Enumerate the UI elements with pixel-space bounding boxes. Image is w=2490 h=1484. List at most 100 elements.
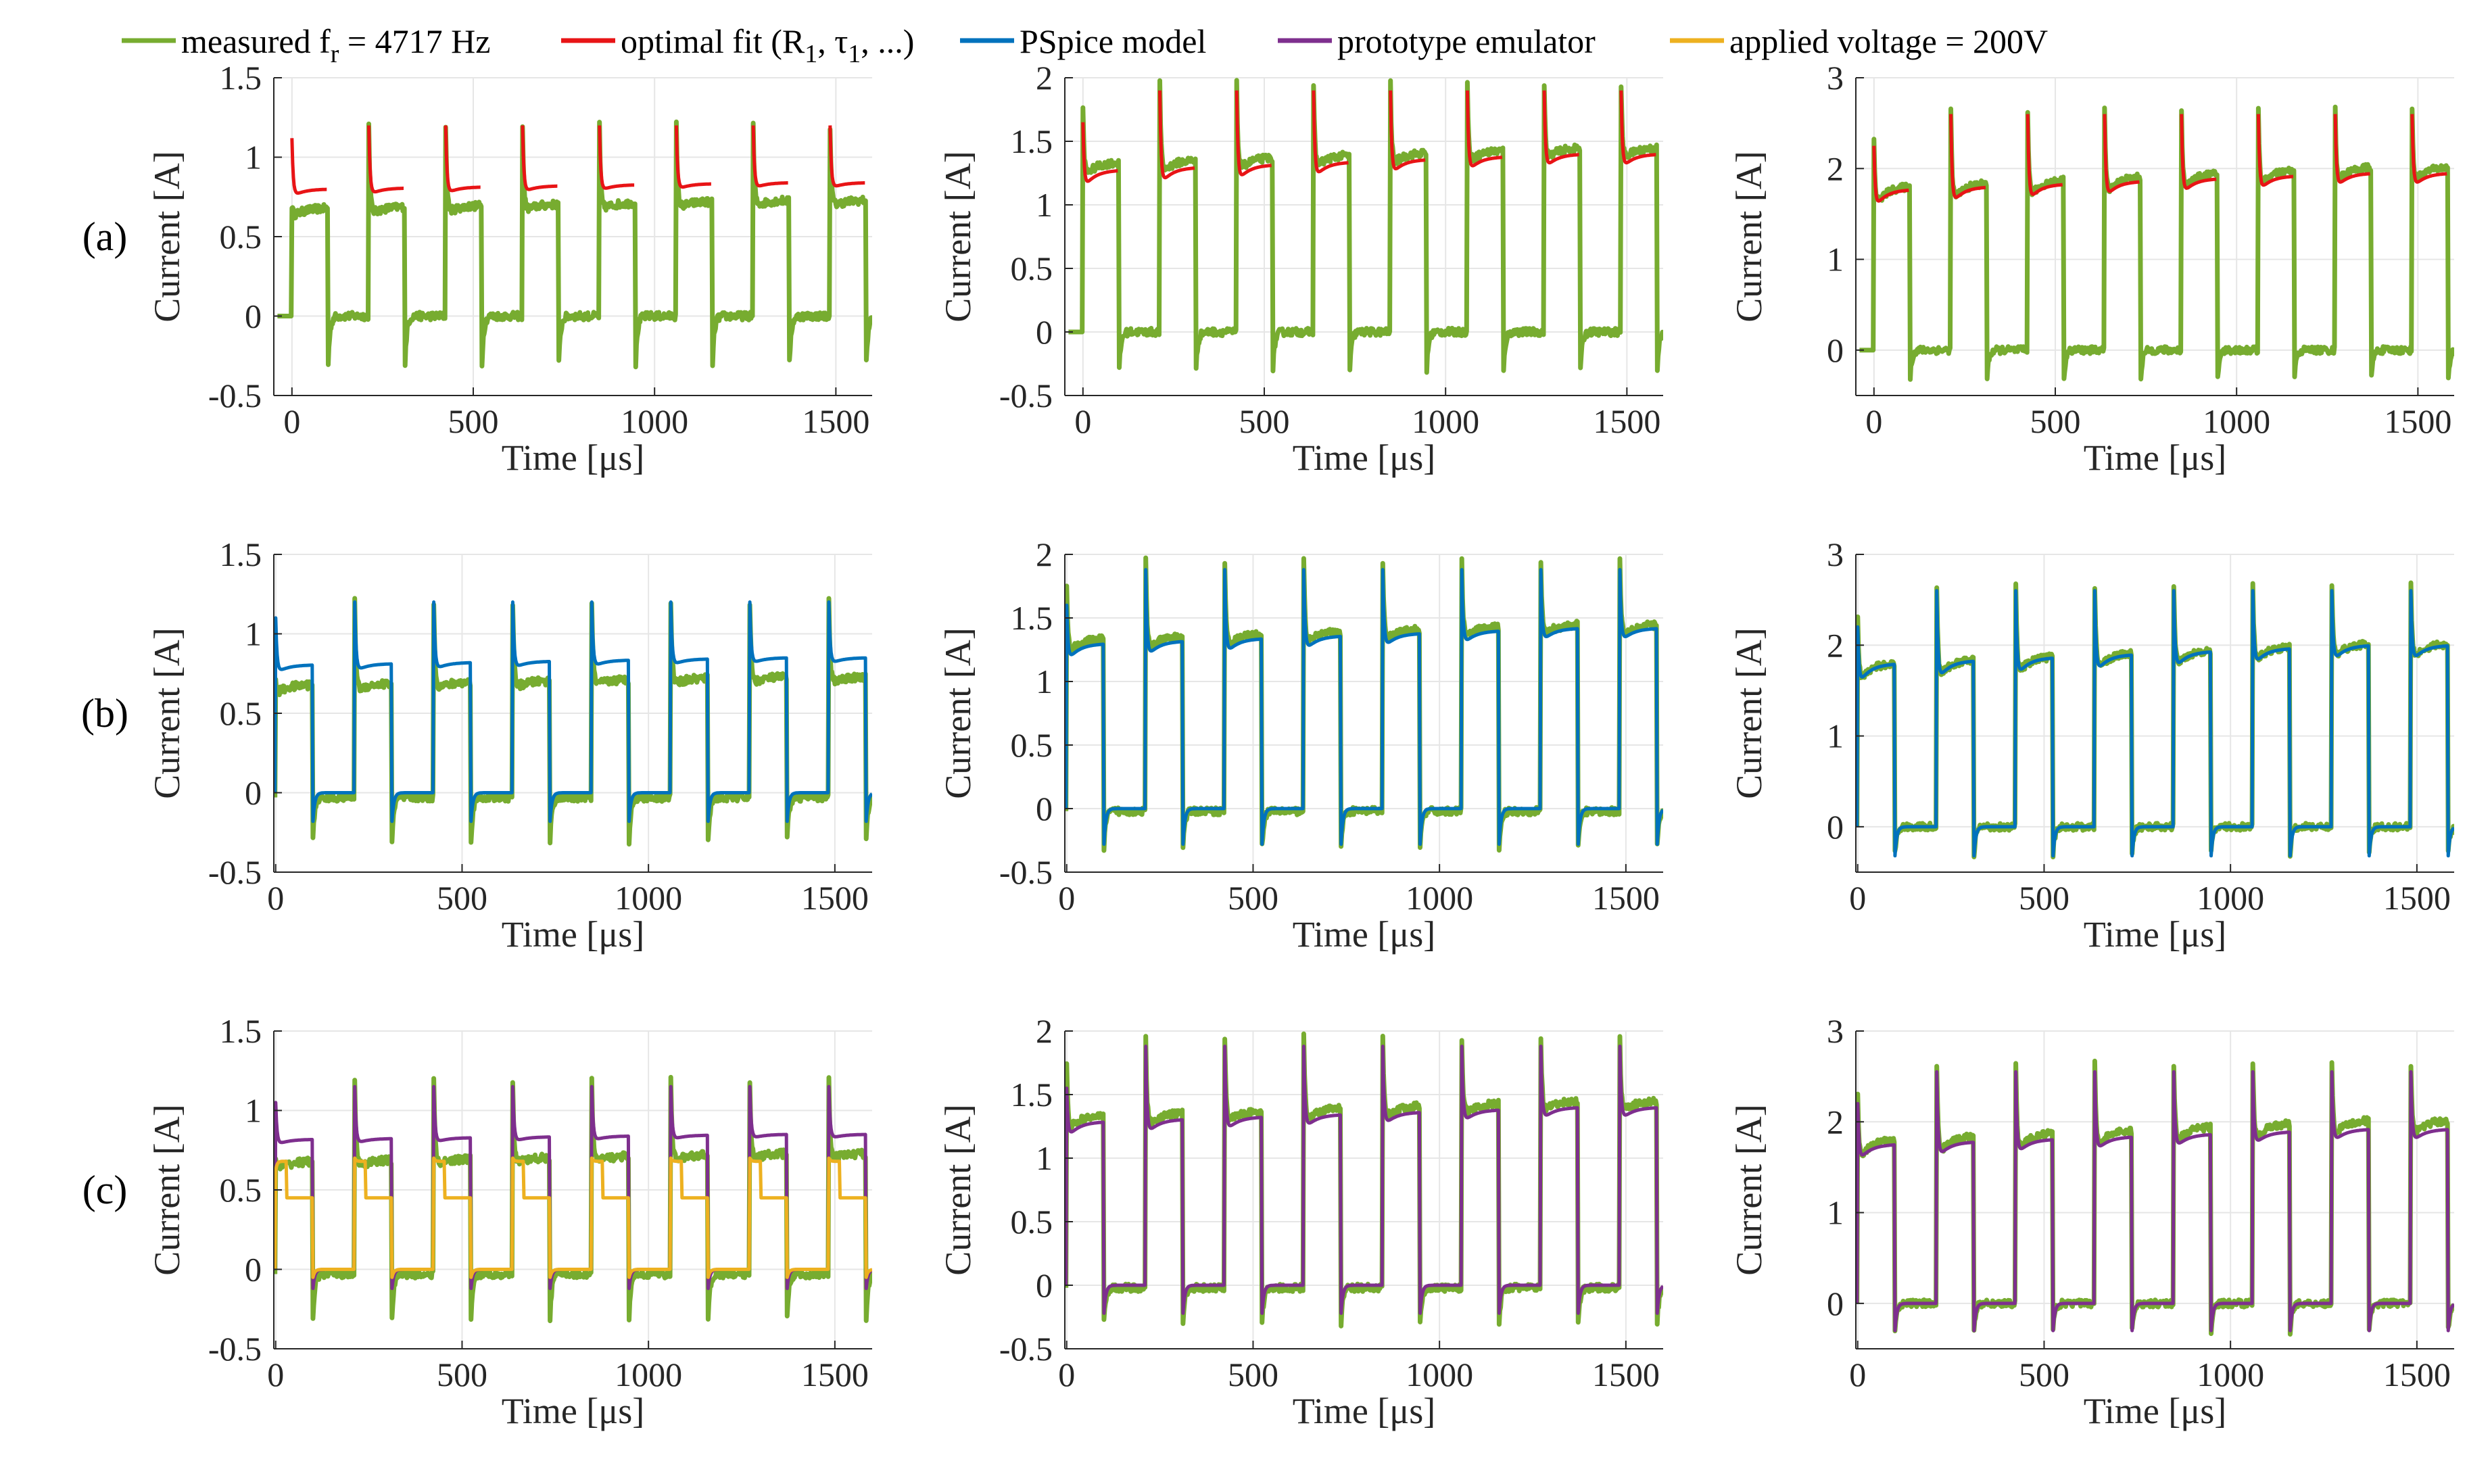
series-measured bbox=[274, 596, 872, 847]
y-tick-label: 0 bbox=[1036, 1266, 1053, 1304]
y-tick-label: -0.5 bbox=[208, 1330, 262, 1368]
row-label: (c) bbox=[82, 1168, 128, 1212]
x-tick-labels: 0 500 1000 1500 bbox=[267, 864, 869, 917]
x-tick-label: 500 bbox=[437, 1356, 487, 1393]
x-tick-labels: 0 500 1000 1500 bbox=[1865, 387, 2451, 440]
series-optimal-fit bbox=[1081, 90, 1657, 183]
x-axis-label: Time [μs] bbox=[1293, 1391, 1436, 1431]
y-tick-label: 0 bbox=[245, 297, 262, 335]
legend-label: optimal fit (R1, τ1, ...) bbox=[621, 22, 914, 68]
y-axis-label: Current [A] bbox=[1729, 627, 1769, 798]
y-tick-label: 0 bbox=[245, 774, 262, 812]
y-tick-labels: -0.5 0 0.5 1 1.5 bbox=[208, 535, 282, 891]
legend-item-fit: optimal fit (R1, τ1, ...) bbox=[561, 22, 914, 68]
y-tick-label: 2 bbox=[1036, 59, 1053, 97]
series-prototype-emulator bbox=[1065, 1045, 1663, 1315]
series-measured bbox=[274, 1074, 872, 1324]
y-tick-labels: -0.5 0 0.5 1 1.5 2 bbox=[999, 1012, 1073, 1368]
y-tick-label: 2 bbox=[1827, 1103, 1844, 1141]
y-tick-label: 1.5 bbox=[1011, 1076, 1053, 1114]
x-tick-label: 1500 bbox=[1592, 879, 1660, 917]
y-tick-label: 0.5 bbox=[1011, 1203, 1053, 1241]
series-pspice-model bbox=[1065, 568, 1663, 846]
y-axis-label: Current [A] bbox=[1729, 151, 1769, 322]
y-axis-label: Current [A] bbox=[147, 627, 187, 798]
x-tick-labels: 0 500 1000 1500 bbox=[1074, 387, 1660, 440]
y-tick-label: -0.5 bbox=[999, 1330, 1053, 1368]
subplot-a-2: 0 500 1000 1500 -0.5 0 0.5 1 1.5 2 Time [μs] Curren… bbox=[938, 59, 1663, 478]
x-tick-label: 500 bbox=[437, 879, 487, 917]
x-tick-label: 1000 bbox=[2197, 1356, 2264, 1393]
grid bbox=[1065, 1030, 1663, 1349]
y-tick-label: 1.5 bbox=[220, 1012, 262, 1050]
series-applied-voltage bbox=[274, 1156, 872, 1279]
series-group bbox=[275, 119, 872, 370]
y-tick-labels: 0 1 2 3 bbox=[1827, 59, 1864, 369]
x-tick-label: 1000 bbox=[1412, 402, 1479, 440]
subplot-a-3: 0 500 1000 1500 0 1 2 3 Time [μs] Current [A] bbox=[1729, 59, 2454, 478]
x-tick-label: 500 bbox=[1228, 879, 1278, 917]
y-tick-labels: -0.5 0 0.5 1 1.5 2 bbox=[999, 535, 1073, 891]
y-tick-label: 1.5 bbox=[1011, 122, 1053, 160]
y-tick-label: 0.5 bbox=[1011, 249, 1053, 287]
series-optimal-fit bbox=[290, 125, 866, 195]
y-tick-labels: -0.5 0 0.5 1 1.5 2 bbox=[999, 59, 1073, 414]
legend-label: PSpice model bbox=[1020, 22, 1206, 60]
y-tick-label: 1 bbox=[245, 139, 262, 176]
y-tick-label: 1 bbox=[1827, 241, 1844, 279]
y-tick-label: 1.5 bbox=[220, 535, 262, 573]
y-tick-label: 2 bbox=[1036, 535, 1053, 573]
x-tick-label: 500 bbox=[1239, 402, 1290, 440]
x-axis-label: Time [μs] bbox=[502, 914, 645, 955]
y-tick-labels: -0.5 0 0.5 1 1.5 bbox=[208, 1012, 282, 1368]
series-group bbox=[274, 596, 872, 847]
x-tick-label: 0 bbox=[1074, 402, 1091, 440]
y-tick-label: 0 bbox=[1036, 313, 1053, 351]
x-tick-label: 1000 bbox=[615, 879, 682, 917]
x-tick-label: 1500 bbox=[2383, 1356, 2451, 1393]
x-tick-label: 1000 bbox=[621, 402, 688, 440]
subplot-a-1: 0 500 1000 1500 -0.5 0 0.5 1 1.5 Time [μs] Current… bbox=[147, 59, 872, 478]
y-axis-label: Current [A] bbox=[147, 1104, 187, 1275]
series-group bbox=[1065, 555, 1663, 853]
series-pspice-model bbox=[1856, 589, 2454, 858]
series-group bbox=[1856, 1058, 2454, 1337]
x-tick-label: 1500 bbox=[802, 402, 869, 440]
x-tick-label: 0 bbox=[1849, 879, 1866, 917]
y-tick-label: 3 bbox=[1827, 59, 1844, 97]
legend-label: measured fr = 4717 Hz bbox=[181, 22, 490, 68]
y-tick-label: 0 bbox=[1036, 790, 1053, 828]
y-tick-label: 3 bbox=[1827, 1012, 1844, 1050]
series-group bbox=[1065, 1031, 1663, 1329]
x-tick-label: 0 bbox=[267, 1356, 284, 1393]
legend-label: prototype emulator bbox=[1337, 22, 1596, 60]
y-tick-label: 1 bbox=[1827, 717, 1844, 755]
series-group bbox=[1066, 78, 1663, 375]
y-tick-label: 1.5 bbox=[220, 59, 262, 97]
x-tick-label: 500 bbox=[1228, 1356, 1278, 1393]
x-tick-label: 500 bbox=[2030, 402, 2081, 440]
x-tick-label: 500 bbox=[2019, 1356, 2069, 1393]
y-tick-label: 1 bbox=[1036, 1139, 1053, 1177]
series-measured bbox=[1856, 1058, 2454, 1337]
x-axis-label: Time [μs] bbox=[502, 1391, 645, 1431]
x-tick-labels: 0 500 1000 1500 bbox=[1058, 1341, 1660, 1393]
x-axis-label: Time [μs] bbox=[2084, 1391, 2227, 1431]
legend-label: applied voltage = 200V bbox=[1729, 22, 2048, 60]
series-group bbox=[1856, 580, 2454, 860]
x-tick-label: 1000 bbox=[1406, 879, 1473, 917]
y-tick-labels: 0 1 2 3 bbox=[1827, 1012, 1864, 1322]
y-tick-label: 0.5 bbox=[220, 1171, 262, 1209]
grid bbox=[274, 554, 872, 873]
y-tick-label: 0 bbox=[245, 1251, 262, 1289]
x-tick-label: 1500 bbox=[2384, 402, 2451, 440]
x-axis-label: Time [μs] bbox=[2084, 437, 2227, 478]
y-tick-label: 1 bbox=[1036, 186, 1053, 224]
series-group bbox=[274, 1074, 872, 1324]
x-tick-label: 0 bbox=[283, 402, 300, 440]
